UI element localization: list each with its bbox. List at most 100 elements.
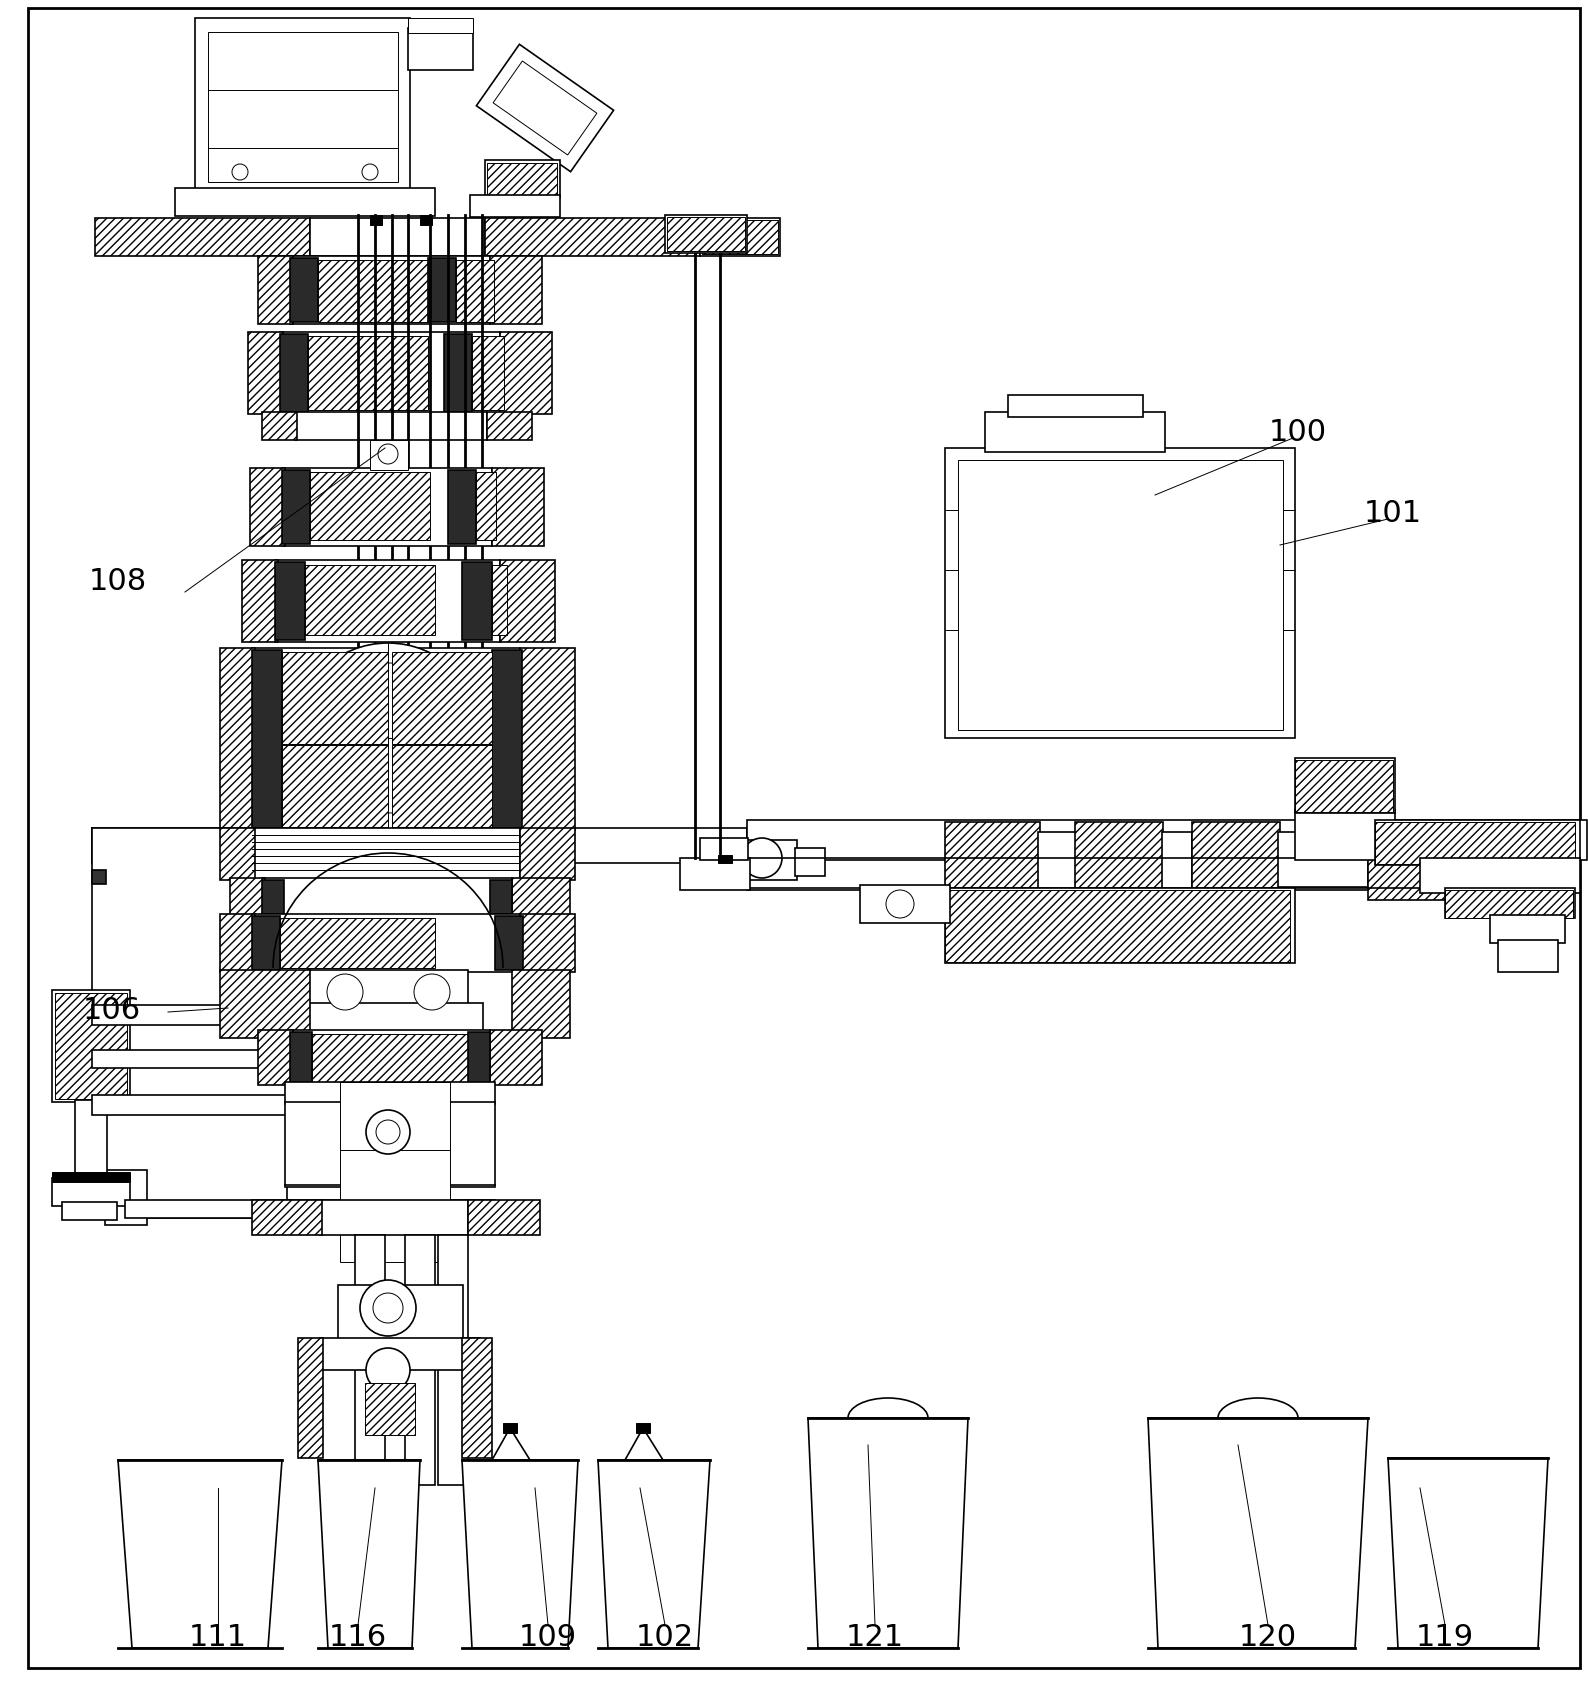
Bar bbox=[221, 829, 256, 881]
Text: 116: 116 bbox=[329, 1623, 387, 1652]
Circle shape bbox=[294, 643, 483, 834]
Bar bbox=[295, 413, 488, 440]
Bar bbox=[305, 566, 435, 635]
Bar bbox=[311, 1034, 483, 1083]
Bar bbox=[472, 337, 503, 409]
Bar bbox=[491, 881, 511, 914]
Bar bbox=[252, 650, 283, 829]
Bar bbox=[92, 829, 287, 1218]
Bar bbox=[408, 19, 473, 34]
Bar bbox=[511, 970, 570, 1037]
Bar bbox=[1294, 759, 1393, 812]
Bar bbox=[702, 221, 778, 254]
Bar bbox=[456, 259, 494, 322]
Circle shape bbox=[414, 973, 449, 1010]
Bar bbox=[484, 160, 561, 199]
Bar bbox=[1458, 832, 1539, 887]
Bar bbox=[700, 839, 748, 861]
Circle shape bbox=[378, 445, 399, 465]
Bar bbox=[476, 472, 495, 541]
Circle shape bbox=[327, 973, 364, 1010]
Text: 108: 108 bbox=[89, 568, 148, 596]
Bar bbox=[468, 1032, 491, 1083]
Bar bbox=[491, 256, 542, 323]
Bar bbox=[252, 829, 519, 881]
Bar bbox=[408, 29, 473, 71]
Bar bbox=[208, 32, 399, 182]
Bar bbox=[252, 916, 279, 970]
Polygon shape bbox=[318, 1460, 419, 1649]
Bar bbox=[462, 562, 492, 640]
Bar bbox=[958, 460, 1283, 729]
Bar bbox=[52, 990, 130, 1101]
Bar bbox=[283, 652, 387, 744]
Bar bbox=[484, 217, 700, 256]
Bar bbox=[491, 1031, 542, 1084]
Bar bbox=[945, 891, 1289, 962]
Bar bbox=[746, 820, 1586, 861]
Bar bbox=[462, 1339, 492, 1458]
Bar bbox=[492, 468, 545, 546]
Bar bbox=[519, 829, 575, 881]
Bar bbox=[249, 468, 284, 546]
Bar bbox=[1445, 887, 1575, 918]
Bar bbox=[746, 859, 1577, 891]
Bar bbox=[945, 887, 1294, 963]
Circle shape bbox=[365, 1110, 410, 1154]
Bar bbox=[1162, 832, 1193, 891]
Bar bbox=[283, 468, 492, 546]
Bar bbox=[62, 1202, 118, 1219]
Bar bbox=[92, 1005, 287, 1026]
Bar bbox=[365, 1383, 414, 1435]
Bar bbox=[275, 562, 305, 640]
Bar bbox=[95, 217, 310, 256]
Bar bbox=[945, 822, 1040, 899]
Text: 119: 119 bbox=[1416, 1623, 1474, 1652]
Bar bbox=[1075, 822, 1162, 899]
Polygon shape bbox=[1388, 1458, 1548, 1649]
Bar bbox=[429, 258, 456, 322]
Bar bbox=[310, 472, 430, 541]
Bar bbox=[279, 333, 308, 413]
Bar bbox=[283, 744, 387, 827]
Bar bbox=[291, 258, 318, 322]
Circle shape bbox=[313, 663, 464, 813]
Bar bbox=[488, 413, 532, 440]
Bar bbox=[252, 1201, 322, 1234]
Bar bbox=[221, 914, 256, 972]
Circle shape bbox=[376, 1120, 400, 1143]
Bar bbox=[257, 1031, 294, 1084]
Bar bbox=[284, 1101, 345, 1187]
Bar bbox=[1375, 820, 1580, 866]
Bar bbox=[75, 1100, 106, 1182]
Bar bbox=[438, 1234, 468, 1485]
Bar bbox=[435, 1101, 495, 1187]
Bar bbox=[338, 1285, 464, 1340]
Bar bbox=[1294, 810, 1394, 861]
Bar bbox=[492, 566, 507, 635]
Bar bbox=[488, 163, 557, 195]
Circle shape bbox=[742, 839, 781, 877]
Bar bbox=[291, 1032, 311, 1083]
Bar bbox=[500, 332, 553, 414]
Bar bbox=[175, 189, 435, 216]
Text: 100: 100 bbox=[1269, 418, 1328, 446]
Bar bbox=[92, 829, 746, 862]
Bar bbox=[295, 1004, 483, 1031]
Text: 120: 120 bbox=[1239, 1623, 1297, 1652]
Text: 121: 121 bbox=[846, 1623, 904, 1652]
Bar bbox=[56, 994, 127, 1100]
Bar bbox=[1039, 832, 1077, 891]
Bar bbox=[308, 970, 468, 1005]
Bar bbox=[796, 849, 826, 876]
Polygon shape bbox=[808, 1418, 969, 1649]
Polygon shape bbox=[118, 1460, 283, 1649]
Bar bbox=[299, 1339, 322, 1458]
Bar bbox=[1278, 832, 1367, 887]
Bar bbox=[495, 916, 522, 970]
Circle shape bbox=[362, 163, 378, 180]
Polygon shape bbox=[462, 1460, 578, 1649]
Bar bbox=[262, 877, 511, 916]
Bar bbox=[92, 1145, 106, 1159]
Bar bbox=[511, 877, 570, 916]
